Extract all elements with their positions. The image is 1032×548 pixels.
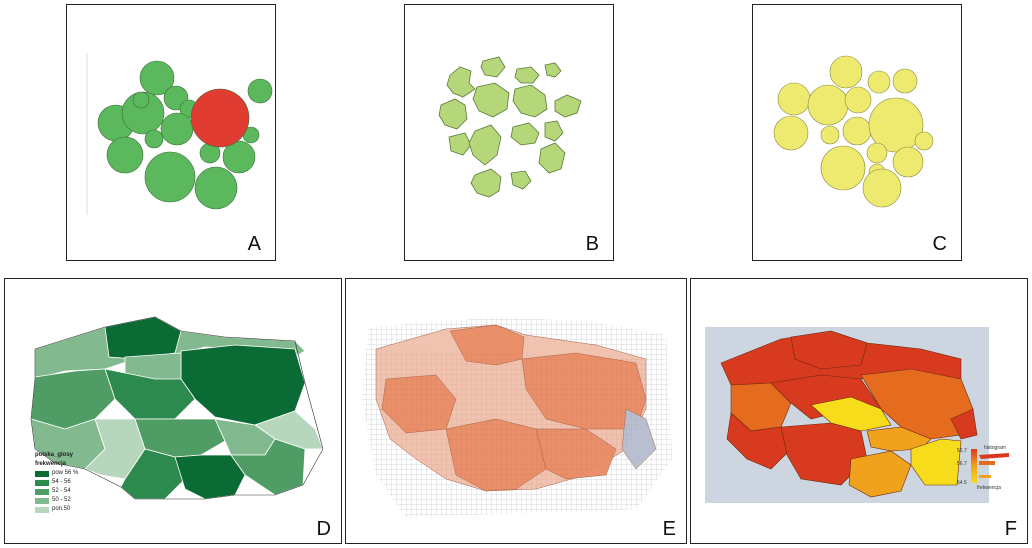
legend-f-top-label: histogram [984, 445, 1006, 451]
panel-c-graphic [773, 55, 934, 208]
legend-f-bottom-value: 54.5 [957, 480, 967, 486]
panel-e: E [345, 278, 687, 544]
panel-label: D [316, 518, 331, 540]
panel-label: F [1004, 518, 1017, 540]
panel-label: E [662, 518, 676, 540]
legend-item: pow 56 % [35, 469, 78, 478]
legend-title: polska_glosy [35, 452, 74, 458]
panel-label: C [932, 233, 947, 255]
legend-item: 52 - 54 [35, 487, 78, 496]
panel-e-cartogram [362, 317, 672, 517]
panel-d: polska_glosy frekwencja pow 56 % 54 - 56… [4, 278, 342, 544]
panel-f-map [705, 327, 1009, 503]
panel-label: A [247, 233, 261, 255]
legend-item: pon.50 [35, 505, 78, 514]
panel-a: A [66, 4, 276, 261]
panel-f: histogram 56.7 56.7 54.5 frekwencja F [690, 278, 1028, 544]
panel-b-graphic [438, 56, 582, 198]
histogram-legend-f [971, 449, 1009, 483]
legend-f-mid-value: 56.7 [957, 461, 967, 467]
legend-f-top-value: 56.7 [957, 448, 967, 454]
legend-item: 50 - 52 [35, 496, 78, 505]
legend-f-bottom-label: frekwencja [977, 485, 1001, 491]
panel-c: C [752, 4, 962, 261]
panel-a-graphic [86, 53, 273, 215]
legend-subtitle: frekwencja [35, 461, 67, 467]
legend-d: polska_glosy frekwencja pow 56 % 54 - 56… [35, 451, 78, 514]
panel-d-map [30, 316, 324, 500]
panel-label: B [585, 233, 599, 255]
legend-item: 54 - 56 [35, 478, 78, 487]
panel-b: B [404, 4, 614, 261]
